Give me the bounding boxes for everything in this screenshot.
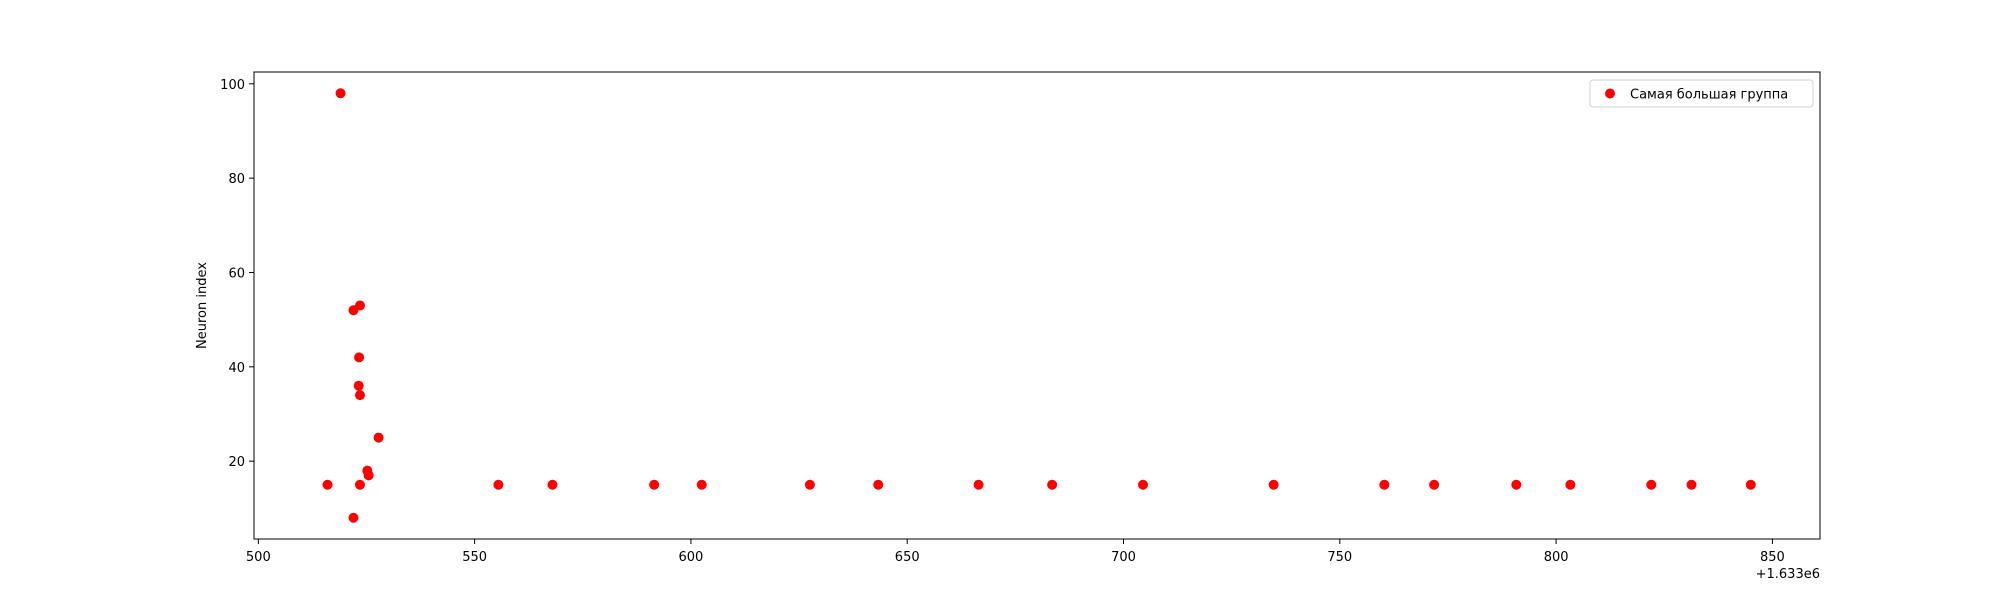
data-point [322, 479, 333, 490]
data-point [354, 352, 365, 363]
x-tick-label: 550 [462, 550, 487, 565]
x-tick-label: 650 [895, 550, 920, 565]
x-tick-label: 500 [246, 550, 271, 565]
data-point [973, 479, 984, 490]
data-point [1745, 479, 1756, 490]
data-point [348, 512, 359, 523]
data-point [873, 479, 884, 490]
x-tick-label: 800 [1544, 550, 1569, 565]
y-tick-label: 60 [228, 266, 245, 281]
x-tick-label: 850 [1760, 550, 1785, 565]
y-tick-label: 20 [228, 455, 245, 470]
data-point [649, 479, 660, 490]
y-axis-label: Neuron index [195, 262, 210, 349]
y-tick-label: 40 [228, 361, 245, 376]
data-point [804, 479, 815, 490]
data-point [354, 479, 365, 490]
y-tick-label: 100 [220, 78, 245, 93]
data-point [1429, 479, 1440, 490]
data-point [354, 300, 365, 311]
data-point [1511, 479, 1522, 490]
data-point [354, 390, 365, 401]
data-point [1646, 479, 1657, 490]
y-tick-label: 80 [228, 172, 245, 187]
x-tick-label: 750 [1327, 550, 1352, 565]
ticks-layer: 500 550 600 650 700 750 800 850 20 40 60 80 100 [220, 78, 1785, 565]
plot-frame [253, 71, 1821, 540]
data-point [493, 479, 504, 490]
legend-label: Самая большая группа [1630, 88, 1788, 103]
legend-box [1589, 79, 1814, 108]
data-point [1686, 479, 1697, 490]
data-point [696, 479, 707, 490]
points-layer [322, 88, 1756, 523]
data-point [1379, 479, 1390, 490]
legend-marker [1605, 88, 1615, 99]
data-point [373, 432, 384, 443]
data-point [1565, 479, 1576, 490]
x-tick-label: 700 [1111, 550, 1136, 565]
data-point [353, 380, 364, 391]
x-tick-label: 600 [679, 550, 704, 565]
data-point [1137, 479, 1148, 490]
x-offset-label: +1.633e6 [1756, 567, 1820, 582]
data-point [335, 88, 346, 99]
data-point [363, 470, 374, 481]
data-point [1268, 479, 1279, 490]
legend: Самая большая группа [1589, 79, 1814, 108]
data-point [547, 479, 558, 490]
data-point [1047, 479, 1058, 490]
